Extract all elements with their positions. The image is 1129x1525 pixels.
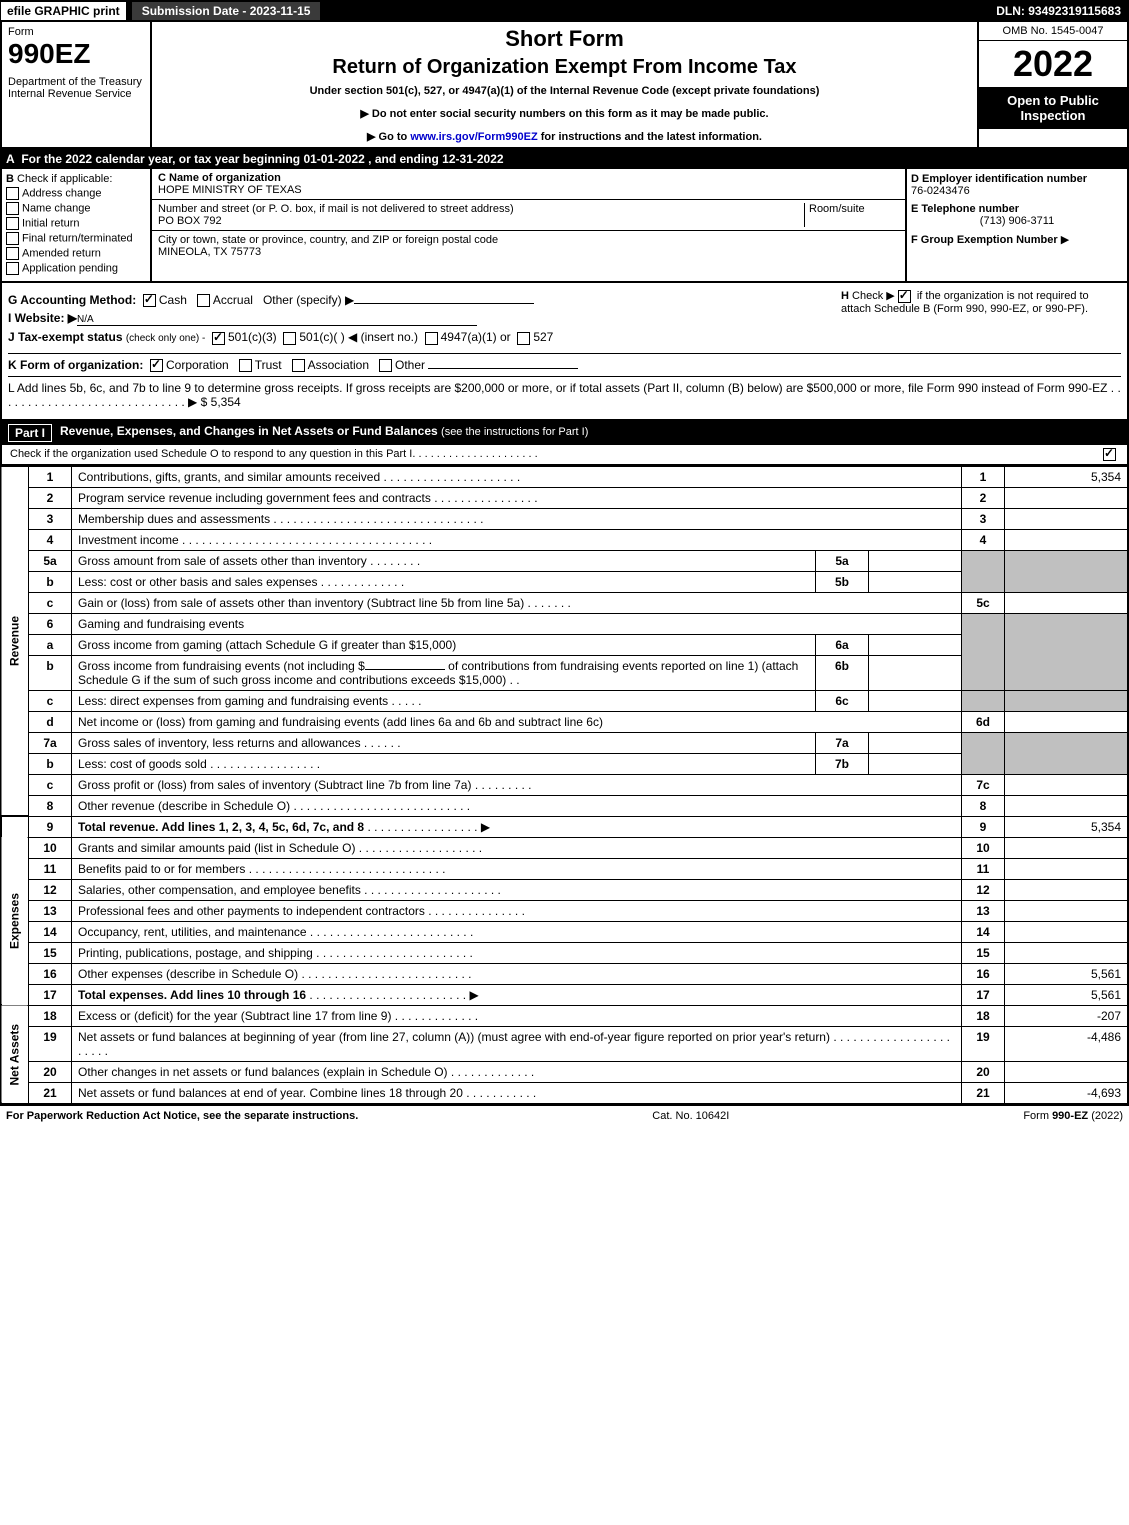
footer-right: Form 990-EZ (2022) bbox=[1023, 1110, 1123, 1122]
j-527[interactable] bbox=[517, 332, 530, 345]
row-k: K Form of organization: Corporation Trus… bbox=[8, 353, 1121, 372]
c-addr-label: Number and street (or P. O. box, if mail… bbox=[158, 203, 514, 215]
line1-amt: 5,354 bbox=[1005, 466, 1129, 487]
part1-title: Revenue, Expenses, and Changes in Net As… bbox=[60, 424, 588, 442]
line17-amt: 5,561 bbox=[1005, 984, 1129, 1005]
line16-amt: 5,561 bbox=[1005, 963, 1129, 984]
room-suite: Room/suite bbox=[804, 203, 899, 227]
line19-amt: -4,486 bbox=[1005, 1026, 1129, 1061]
title-1: Short Form bbox=[156, 26, 973, 52]
k-other[interactable] bbox=[379, 359, 392, 372]
j-501c[interactable] bbox=[283, 332, 296, 345]
g-accrual-check[interactable] bbox=[197, 294, 210, 307]
opt-name-change[interactable]: Name change bbox=[6, 202, 146, 215]
org-city: MINEOLA, TX 75773 bbox=[158, 246, 261, 258]
g-label: G Accounting Method: bbox=[8, 293, 136, 307]
b-label: B bbox=[6, 173, 14, 185]
omb-number: OMB No. 1545-0047 bbox=[979, 22, 1127, 41]
website: N/A bbox=[77, 314, 477, 326]
note-2: ▶ Go to www.irs.gov/Form990EZ for instru… bbox=[156, 130, 973, 143]
title-2: Return of Organization Exempt From Incom… bbox=[156, 56, 973, 79]
opt-application-pending[interactable]: Application pending bbox=[6, 262, 146, 275]
j-label: J Tax-exempt status bbox=[8, 330, 123, 344]
irs-link[interactable]: www.irs.gov/Form990EZ bbox=[410, 131, 537, 143]
opt-initial-return[interactable]: Initial return bbox=[6, 217, 146, 230]
c-name-label: C Name of organization bbox=[158, 172, 281, 184]
row-j: J Tax-exempt status (check only one) - 5… bbox=[8, 330, 831, 344]
c-city-label: City or town, state or province, country… bbox=[158, 234, 498, 246]
form-number: 990EZ bbox=[8, 38, 144, 70]
col-b: B Check if applicable: Address change Na… bbox=[2, 169, 152, 281]
a-label: A bbox=[6, 152, 15, 166]
header-left: Form 990EZ Department of the Treasury In… bbox=[2, 22, 152, 147]
phone: (713) 906-3711 bbox=[911, 215, 1123, 227]
note-1: ▶ Do not enter social security numbers o… bbox=[156, 107, 973, 120]
row-g: G Accounting Method: Cash Accrual Other … bbox=[8, 293, 831, 307]
tax-year: 2022 bbox=[979, 41, 1127, 87]
k-assoc[interactable] bbox=[292, 359, 305, 372]
section-bcd: B Check if applicable: Address change Na… bbox=[0, 169, 1129, 283]
l-amount: 5,354 bbox=[211, 395, 241, 409]
g-cash-check[interactable] bbox=[143, 294, 156, 307]
e-label: E Telephone number bbox=[911, 203, 1019, 215]
header-right: OMB No. 1545-0047 2022 Open to Public In… bbox=[977, 22, 1127, 147]
part1-num: Part I bbox=[8, 424, 52, 442]
org-address: PO BOX 792 bbox=[158, 215, 222, 227]
org-name: HOPE MINISTRY OF TEXAS bbox=[158, 184, 302, 196]
d-label: D Employer identification number bbox=[911, 173, 1087, 185]
k-corp[interactable] bbox=[150, 359, 163, 372]
revenue-label: Revenue bbox=[1, 466, 29, 816]
opt-amended-return[interactable]: Amended return bbox=[6, 247, 146, 260]
ein: 76-0243476 bbox=[911, 185, 1123, 197]
submission-date: Submission Date - 2023-11-15 bbox=[131, 1, 322, 21]
footer-mid: Cat. No. 10642I bbox=[652, 1110, 729, 1122]
dept-label: Department of the Treasury bbox=[8, 76, 144, 88]
a-text: For the 2022 calendar year, or tax year … bbox=[21, 152, 503, 166]
subtitle: Under section 501(c), 527, or 4947(a)(1)… bbox=[156, 85, 973, 97]
opt-final-return[interactable]: Final return/terminated bbox=[6, 232, 146, 245]
j-4947[interactable] bbox=[425, 332, 438, 345]
part1-check: Check if the organization used Schedule … bbox=[0, 445, 1129, 466]
l-arrow: ▶ $ bbox=[188, 395, 207, 409]
f-arrow: ▶ bbox=[1061, 234, 1069, 246]
k-trust[interactable] bbox=[239, 359, 252, 372]
h-label: H bbox=[841, 290, 849, 302]
row-i: I Website: ▶N/A bbox=[8, 311, 831, 326]
header-center: Short Form Return of Organization Exempt… bbox=[152, 22, 977, 147]
l-text: L Add lines 5b, 6c, and 7b to line 9 to … bbox=[8, 381, 1107, 395]
netassets-label: Net Assets bbox=[1, 1005, 29, 1104]
footer-left: For Paperwork Reduction Act Notice, see … bbox=[6, 1110, 358, 1122]
h-check[interactable] bbox=[898, 290, 911, 303]
footer: For Paperwork Reduction Act Notice, see … bbox=[0, 1105, 1129, 1126]
dln-label: DLN: 93492319115683 bbox=[988, 2, 1129, 20]
f-label: F Group Exemption Number bbox=[911, 234, 1058, 246]
row-l: L Add lines 5b, 6c, and 7b to line 9 to … bbox=[8, 376, 1121, 409]
line9-amt: 5,354 bbox=[1005, 816, 1129, 837]
irs-label: Internal Revenue Service bbox=[8, 88, 144, 100]
b-title: Check if applicable: bbox=[17, 173, 112, 185]
col-c: C Name of organization HOPE MINISTRY OF … bbox=[152, 169, 907, 281]
row-h: H Check ▶ if the organization is not req… bbox=[831, 289, 1121, 349]
opt-address-change[interactable]: Address change bbox=[6, 187, 146, 200]
form-header: Form 990EZ Department of the Treasury In… bbox=[0, 22, 1129, 149]
line21-amt: -4,693 bbox=[1005, 1082, 1129, 1104]
open-public: Open to Public Inspection bbox=[979, 87, 1127, 129]
lines-table: Revenue 1Contributions, gifts, grants, a… bbox=[0, 466, 1129, 1105]
j-501c3[interactable] bbox=[212, 332, 225, 345]
part1-header: Part I Revenue, Expenses, and Changes in… bbox=[0, 421, 1129, 445]
row-a: A For the 2022 calendar year, or tax yea… bbox=[0, 149, 1129, 169]
col-d: D Employer identification number 76-0243… bbox=[907, 169, 1127, 281]
part1-check-box[interactable] bbox=[1103, 448, 1116, 461]
efile-label[interactable]: efile GRAPHIC print bbox=[0, 1, 127, 21]
k-label: K Form of organization: bbox=[8, 358, 143, 372]
rows-ghijkl: G Accounting Method: Cash Accrual Other … bbox=[0, 283, 1129, 421]
top-bar: efile GRAPHIC print Submission Date - 20… bbox=[0, 0, 1129, 22]
line18-amt: -207 bbox=[1005, 1005, 1129, 1026]
i-label: I Website: ▶ bbox=[8, 311, 77, 325]
expenses-label: Expenses bbox=[1, 837, 29, 1005]
form-word: Form bbox=[8, 26, 144, 38]
